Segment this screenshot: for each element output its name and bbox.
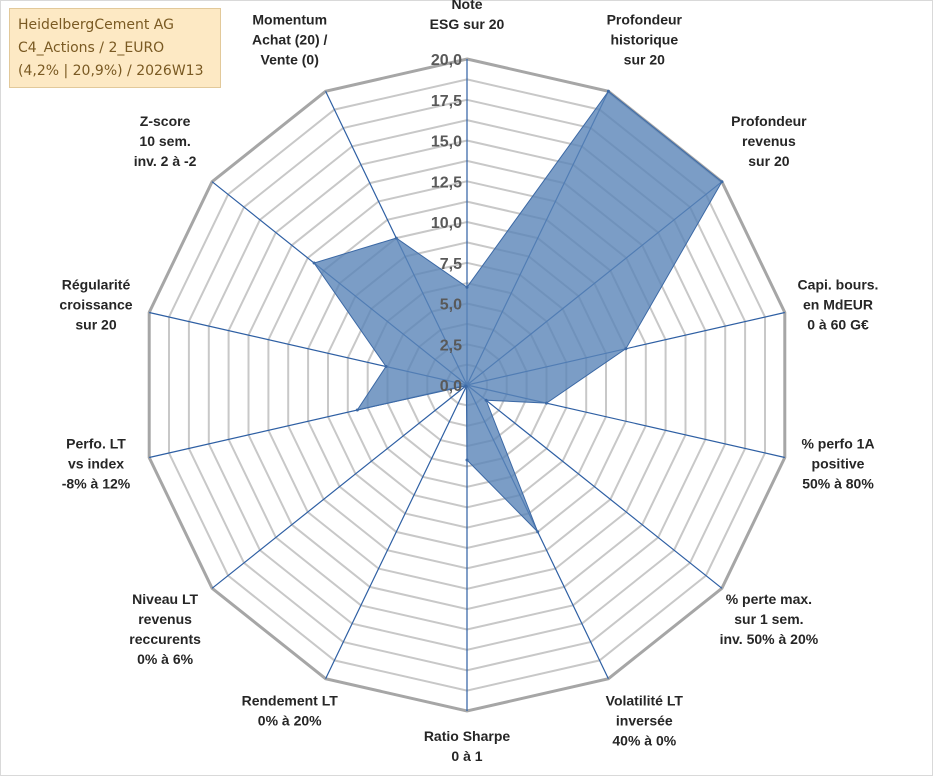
data-point	[464, 384, 468, 388]
axis-label: Perfo. LT vs index -8% à 12%	[62, 436, 131, 492]
axis-spoke	[211, 384, 468, 589]
axis-label-line: revenus	[138, 611, 192, 627]
axis-label-line: Capi. bours.	[798, 276, 879, 292]
axis-label: % perte max. sur 1 sem. inv. 50% à 20%	[720, 591, 819, 647]
axis-label-line: 0% à 20%	[258, 713, 322, 729]
tick-label: 7,5	[440, 256, 462, 273]
axis-label-line: vs index	[68, 456, 124, 472]
data-point	[384, 365, 388, 368]
axis-label-line: historique	[610, 32, 678, 48]
axis-label-line: 0 à 60 G€	[807, 316, 869, 332]
data-point	[624, 347, 628, 351]
axis-label-line: Profondeur	[731, 113, 807, 129]
tick-label: 5,0	[440, 297, 462, 314]
axis-label-line: Note	[451, 0, 482, 12]
data-point	[484, 398, 488, 402]
axis-label-line: reccurents	[129, 631, 201, 647]
axis-label-line: Volatilité LT	[606, 693, 684, 709]
axis-label: % perfo 1A positive 50% à 80%	[801, 436, 874, 492]
axis-label-line: Profondeur	[607, 12, 683, 28]
axis-label-line: en MdEUR	[803, 296, 873, 312]
series-area	[313, 90, 723, 533]
axis-label: Ratio Sharpe 0 à 1	[424, 728, 511, 764]
axis-label-line: revenus	[742, 133, 796, 149]
data-point	[355, 408, 359, 412]
axis-label: Profondeur historique sur 20	[607, 12, 683, 68]
axis-label-line: 10 sem.	[139, 133, 190, 149]
axis-label-line: 40% à 0%	[612, 733, 676, 749]
axis-spoke	[466, 384, 723, 589]
axis-label-line: croissance	[59, 296, 132, 312]
axis-label: Volatilité LT inversée 40% à 0%	[606, 693, 684, 749]
title-line-3: (4,2% | 20,9%) / 2026W13	[18, 63, 204, 79]
axis-label-line: sur 20	[624, 52, 665, 68]
axis-label-line: Régularité	[62, 276, 131, 292]
axis-label-line: Ratio Sharpe	[424, 728, 511, 744]
axis-label: Niveau LT revenus reccurents 0% à 6%	[129, 591, 201, 667]
tick-label: 2,5	[440, 337, 462, 354]
axis-label-line: 0 à 1	[451, 748, 482, 764]
axis-label-line: sur 20	[75, 316, 116, 332]
axis-label-line: inv. 50% à 20%	[720, 631, 819, 647]
axis-label-line: inv. 2 à -2	[134, 153, 197, 169]
tick-label: 12,5	[431, 174, 462, 191]
axis-label-line: Achat (20) /	[252, 32, 328, 48]
axis-label-line: positive	[812, 456, 865, 472]
axis-label-line: % perte max.	[726, 591, 812, 607]
chart-title-box: HeidelbergCement AG C4_Actions / 2_EURO …	[9, 8, 221, 88]
axis-label-line: Momentum	[252, 12, 327, 28]
tick-label: 15,0	[431, 134, 462, 151]
data-point	[465, 285, 469, 289]
tick-label: 17,5	[431, 93, 462, 110]
tick-label: 20,0	[431, 52, 462, 69]
title-line-1: HeidelbergCement AG	[18, 17, 174, 33]
axis-label-line: % perfo 1A	[801, 436, 874, 452]
data-point	[720, 180, 724, 184]
axis-label: Note ESG sur 20	[430, 0, 505, 32]
axis-label: Z-score 10 sem. inv. 2 à -2	[134, 113, 197, 169]
axis-spoke	[325, 384, 468, 679]
tick-label: 10,0	[431, 215, 462, 232]
data-point	[536, 530, 540, 534]
axis-label: Capi. bours. en MdEUR 0 à 60 G€	[798, 276, 879, 332]
axis-label-line: Niveau LT	[132, 591, 198, 607]
axis-label-line: 0% à 6%	[137, 651, 194, 667]
axis-label-line: inversée	[616, 713, 673, 729]
axis-label-line: sur 20	[748, 153, 789, 169]
axis-label: Régularité croissance sur 20	[59, 276, 132, 332]
axis-label-line: Vente (0)	[261, 52, 319, 68]
data-point	[394, 236, 398, 240]
axis-label-line: 50% à 80%	[802, 476, 874, 492]
axis-label-line: ESG sur 20	[430, 16, 505, 32]
axis-label-line: Perfo. LT	[66, 436, 126, 452]
data-point	[312, 261, 316, 265]
axis-label: Profondeur revenus sur 20	[731, 113, 807, 169]
tick-label: 0,0	[440, 378, 462, 395]
data-point	[545, 401, 548, 405]
axis-label: Momentum Achat (20) / Vente (0)	[252, 12, 328, 68]
axis-label: Rendement LT 0% à 20%	[242, 693, 339, 729]
title-line-2: C4_Actions / 2_EURO	[18, 40, 165, 56]
axis-label-line: sur 1 sem.	[734, 611, 803, 627]
axis-label-line: Z-score	[140, 113, 191, 129]
axis-label-line: Rendement LT	[242, 693, 339, 709]
axis-label-line: -8% à 12%	[62, 476, 131, 492]
data-point	[465, 458, 469, 462]
data-point	[606, 89, 610, 93]
